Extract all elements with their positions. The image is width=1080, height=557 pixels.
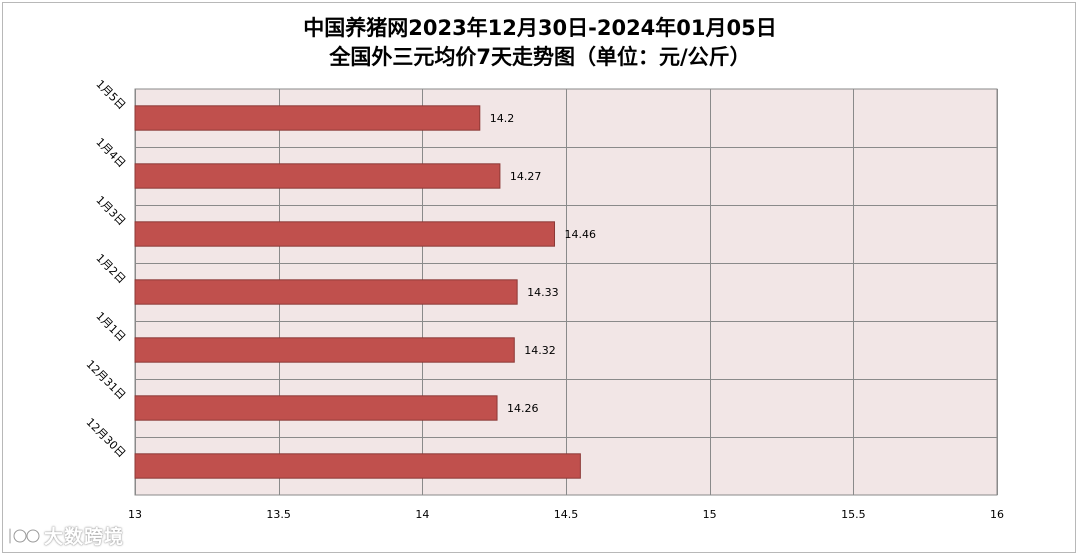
category-label: 1月2日 <box>93 251 128 286</box>
category-label: 12月31日 <box>84 358 129 403</box>
logo-icon <box>8 527 40 544</box>
bar <box>134 105 481 131</box>
data-label: 14.27 <box>510 170 542 183</box>
x-tick-label: 14 <box>415 508 429 521</box>
category-label: 1月1日 <box>93 309 128 344</box>
category-label: 1月4日 <box>93 135 128 170</box>
data-label: 14.26 <box>507 402 539 415</box>
chart-subtitle: 全国外三元均价7天走势图（单位：元/公斤） <box>329 45 751 69</box>
category-label: 12月30日 <box>84 416 129 461</box>
bar <box>134 395 498 421</box>
data-label: 14.33 <box>527 286 559 299</box>
chart-title-block: 中国养猪网2023年12月30日-2024年01月05日 全国外三元均价7天走势… <box>0 14 1080 72</box>
chart-title: 中国养猪网2023年12月30日-2024年01月05日 <box>303 16 777 40</box>
x-tick-label: 13 <box>128 508 142 521</box>
category-label: 1月5日 <box>93 77 128 112</box>
x-tick-label: 15.5 <box>841 508 866 521</box>
category-label: 1月3日 <box>93 193 128 228</box>
x-tick-label: 14.5 <box>554 508 579 521</box>
x-tick-label: 13.5 <box>266 508 291 521</box>
x-tick-label: 15 <box>703 508 717 521</box>
grid-lines <box>135 89 998 495</box>
bar <box>134 337 515 363</box>
bars <box>134 105 581 479</box>
bar <box>134 279 518 305</box>
watermark: 大数跨境 <box>6 522 124 549</box>
data-label: 14.2 <box>490 112 515 125</box>
bar <box>134 221 556 247</box>
bar <box>134 163 501 189</box>
watermark-text: 大数跨境 <box>44 526 125 548</box>
x-tick-labels: 13 13.5 14 14.5 15 15.5 16 <box>128 508 1004 521</box>
data-label: 14.32 <box>524 344 556 357</box>
data-label: 14.46 <box>565 228 597 241</box>
category-labels: 1月5日 1月4日 1月3日 1月2日 1月1日 12月31日 12月30日 <box>84 77 129 460</box>
x-tick-label: 16 <box>990 508 1004 521</box>
bar <box>134 453 581 479</box>
data-labels: 14.2 14.27 14.46 14.33 14.32 14.26 <box>490 112 596 415</box>
